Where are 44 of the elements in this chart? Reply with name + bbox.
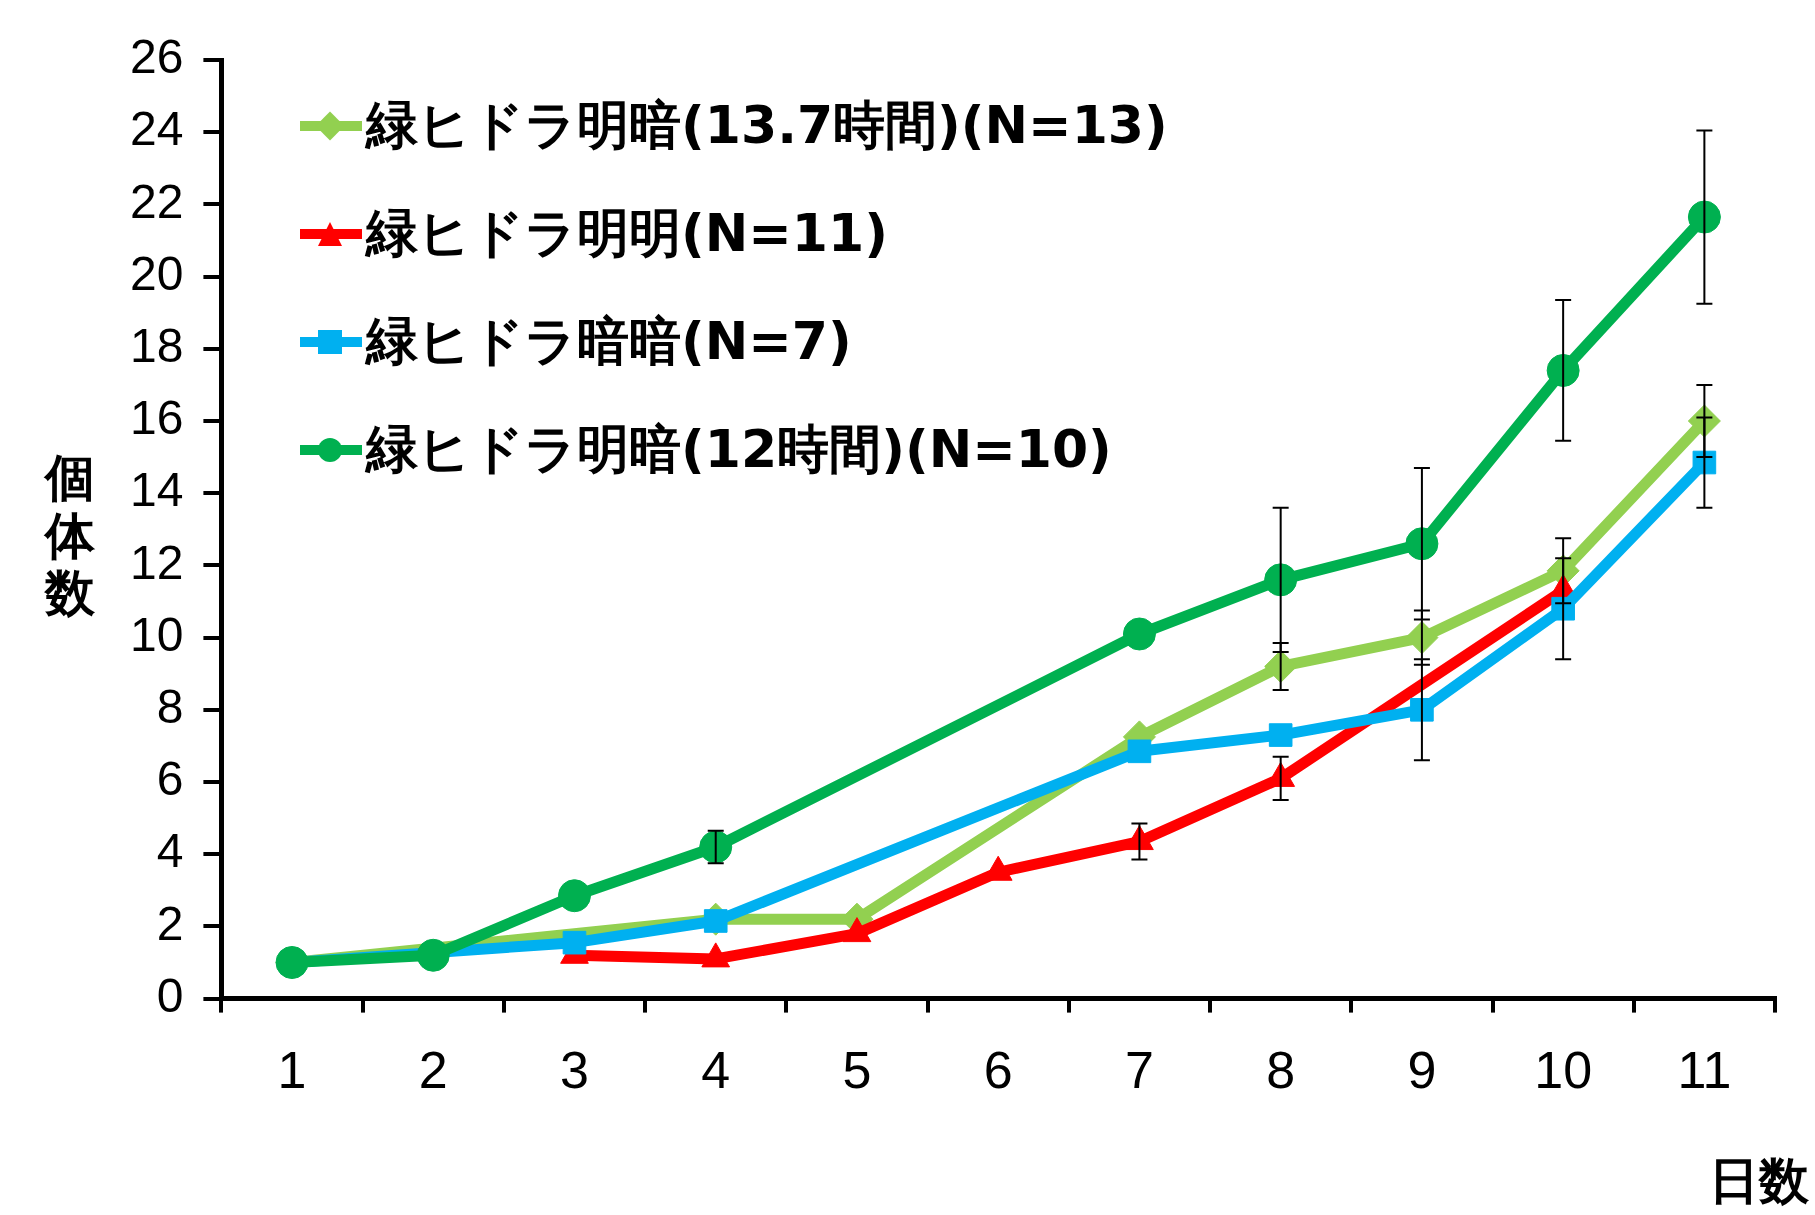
point xyxy=(557,879,591,913)
legend-label: 緑ヒドラ暗暗(N=7) xyxy=(366,310,852,373)
y-tick-label: 6 xyxy=(156,752,184,806)
x-tick-label: 3 xyxy=(560,1041,589,1100)
point xyxy=(1687,200,1721,234)
x-tick-label: 2 xyxy=(418,1041,448,1100)
point xyxy=(562,930,587,955)
point xyxy=(1264,563,1298,597)
point xyxy=(1546,353,1580,387)
point xyxy=(703,909,728,933)
legend-label: 緑ヒドラ明暗(12時間)(N=10) xyxy=(366,418,1112,481)
y-tick-label: 26 xyxy=(130,30,184,84)
y-axis-title: 個体数 xyxy=(43,449,96,623)
x-tick-label: 8 xyxy=(1266,1041,1296,1100)
x-tick-label: 7 xyxy=(1124,1041,1154,1100)
x-tick-label: 5 xyxy=(842,1041,872,1100)
x-tick-label: 6 xyxy=(983,1041,1013,1100)
y-tick-label: 22 xyxy=(130,174,184,228)
x-tick-label: 11 xyxy=(1677,1041,1732,1100)
x-tick-label: 1 xyxy=(277,1041,307,1100)
point xyxy=(416,938,450,972)
point xyxy=(1268,723,1293,747)
y-tick-label: 2 xyxy=(156,896,184,950)
y-tick-label: 12 xyxy=(130,535,184,589)
y-tick-label: 14 xyxy=(130,463,184,517)
point xyxy=(1410,697,1434,722)
y-tick-label: 20 xyxy=(130,246,184,300)
x-tick-label: 9 xyxy=(1407,1041,1437,1100)
y-tick-label: 4 xyxy=(156,824,184,878)
y-tick-label: 0 xyxy=(156,968,184,1022)
y-tick-label: 18 xyxy=(130,319,184,373)
point xyxy=(1127,739,1152,764)
point xyxy=(699,830,733,864)
x-tick-label: 4 xyxy=(701,1041,731,1100)
y-tick-label: 10 xyxy=(130,607,184,661)
x-axis-title: 日数 xyxy=(1709,1151,1809,1212)
y-tick-label: 16 xyxy=(130,391,184,445)
legend-label: 緑ヒドラ明暗(13.7時間)(N=13) xyxy=(366,94,1168,157)
legend-label: 緑ヒドラ明明(N=11) xyxy=(366,202,888,265)
y-tick-label: 24 xyxy=(130,102,184,156)
point xyxy=(1405,527,1439,561)
x-tick-label: 10 xyxy=(1534,1041,1593,1100)
y-tick-label: 8 xyxy=(156,680,184,734)
point xyxy=(1122,617,1156,651)
